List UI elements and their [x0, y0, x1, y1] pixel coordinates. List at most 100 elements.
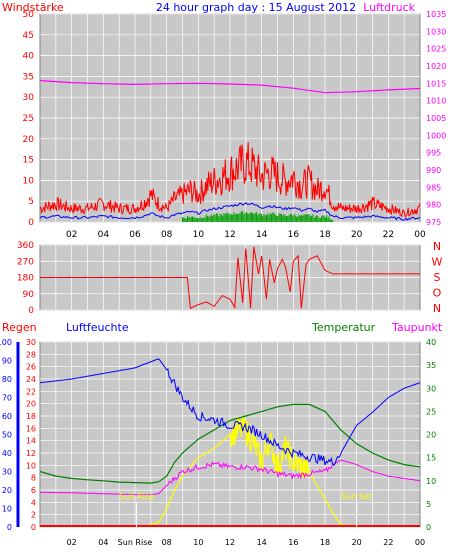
pressure-tick-label: 1030 — [426, 27, 446, 36]
x-tick-label: 08 — [161, 230, 173, 240]
wind-tick-label: 50 — [23, 10, 35, 20]
wind-direction-line — [40, 246, 420, 309]
pressure-tick-label: 1025 — [426, 45, 446, 54]
rain-tick-label: 0 — [31, 523, 36, 532]
x-tick-label: 14 — [256, 230, 268, 240]
wind-average-line — [39, 202, 421, 221]
x-tick-label: 22 — [383, 230, 394, 240]
direction-tick-label: 180 — [17, 274, 34, 284]
humidity-tick-label: 0 — [7, 523, 12, 532]
direction-compass-label: O — [433, 287, 442, 300]
wind-tick-label: 30 — [23, 93, 35, 103]
dewpoint-axis-title: Taupunkt — [391, 321, 443, 334]
humidity-tick-label: 30 — [2, 468, 12, 477]
x-tick-label: 10 — [193, 230, 205, 240]
temperature-tick-label: 40 — [426, 338, 436, 347]
temperature-tick-label: 15 — [426, 454, 436, 463]
rain-tick-label: 8 — [31, 474, 36, 483]
temperature-tick-label: 20 — [426, 431, 436, 440]
x-tick-label: 12 — [224, 230, 235, 240]
pressure-tick-label: 995 — [426, 149, 441, 158]
humidity-tick-label: 50 — [2, 431, 12, 440]
humidity-tick-label: 100 — [0, 338, 12, 347]
wind-tick-label: 40 — [23, 52, 35, 62]
direction-tick-label: 360 — [17, 241, 34, 251]
humidity-tick-label: 20 — [2, 486, 12, 495]
rain-tick-label: 2 — [31, 511, 36, 520]
humidity-tick-label: 90 — [2, 357, 12, 366]
rain-tick-label: 6 — [31, 486, 36, 495]
humidity-tick-label: 80 — [2, 375, 12, 384]
temperature-line — [39, 403, 421, 484]
rain-tick-label: 20 — [26, 400, 36, 409]
direction-tick-label: 0 — [28, 306, 34, 316]
direction-compass-label: N — [433, 302, 441, 315]
sunset-label: Sun Set — [341, 492, 372, 501]
pressure-tick-label: 1010 — [426, 97, 446, 106]
x-tick-label: 12 — [225, 538, 235, 547]
x-tick-label: Sun Rise — [118, 538, 153, 547]
pressure-tick-label: 975 — [426, 218, 441, 227]
wind-axis-title: Windstärke — [2, 1, 64, 14]
rain-tick-label: 16 — [26, 424, 36, 433]
x-tick-label: 14 — [257, 538, 267, 547]
pressure-tick-label: 990 — [426, 166, 441, 175]
x-tick-label: 18 — [320, 538, 330, 547]
rain-tick-label: 12 — [26, 449, 36, 458]
x-tick-label: 16 — [288, 538, 298, 547]
humidity-tick-label: 10 — [2, 505, 12, 514]
pressure-tick-label: 1015 — [426, 79, 446, 88]
pressure-tick-label: 1020 — [426, 62, 446, 71]
chart-title: 24 hour graph day : 15 August 2012 — [156, 1, 356, 14]
rain-axis-title: Regen — [2, 321, 37, 334]
dewpoint-line — [40, 459, 421, 496]
x-tick-label: 02 — [67, 538, 77, 547]
wind-tick-label: 45 — [23, 31, 34, 41]
x-tick-label: 16 — [288, 230, 300, 240]
rain-tick-label: 26 — [26, 363, 36, 372]
rain-tick-label: 14 — [26, 437, 36, 446]
x-tick-label: 10 — [193, 538, 203, 547]
x-tick-label: 06 — [129, 230, 141, 240]
direction-tick-label: 90 — [23, 290, 35, 300]
wind-tick-label: 10 — [23, 176, 35, 186]
pressure-axis-title: Luftdruck — [363, 1, 415, 14]
temperature-tick-label: 10 — [426, 477, 436, 486]
pressure-tick-label: 985 — [426, 183, 441, 192]
x-tick-label: 00 — [414, 230, 426, 240]
wind-tick-label: 0 — [28, 218, 34, 228]
temperature-tick-label: 35 — [426, 361, 436, 370]
wind-tick-label: 20 — [23, 135, 35, 145]
x-tick-label: 02 — [66, 230, 77, 240]
temperature-axis-title: Temperatur — [311, 321, 376, 334]
rain-tick-label: 30 — [26, 338, 36, 347]
x-tick-label: 00 — [415, 538, 425, 547]
temperature-tick-label: 5 — [426, 500, 431, 509]
rain-tick-label: 28 — [26, 350, 36, 359]
rain-tick-label: 10 — [26, 461, 36, 470]
pressure-line — [39, 80, 421, 94]
humidity-line — [39, 358, 421, 466]
solar-line — [142, 416, 357, 528]
x-tick-label: 18 — [319, 230, 331, 240]
x-tick-label: 20 — [352, 538, 362, 547]
humidity-tick-label: 60 — [2, 412, 12, 421]
rain-tick-label: 4 — [31, 498, 36, 507]
temperature-tick-label: 30 — [426, 384, 436, 393]
temperature-tick-label: 0 — [426, 523, 431, 532]
wind-tick-label: 5 — [28, 197, 34, 207]
x-tick-label: 08 — [162, 538, 172, 547]
temperature-tick-label: 25 — [426, 407, 436, 416]
sunrise-label: Sun Rise — [119, 492, 154, 501]
humidity-tick-label: 40 — [2, 449, 12, 458]
x-tick-label: 20 — [351, 230, 363, 240]
x-tick-label: 22 — [383, 538, 393, 547]
humidity-axis-title: Luftfeuchte — [66, 321, 129, 334]
x-tick-label: 04 — [98, 538, 108, 547]
rain-tick-label: 22 — [26, 387, 36, 396]
direction-tick-label: 270 — [17, 257, 34, 267]
rain-tick-label: 24 — [26, 375, 36, 384]
wind-tick-label: 25 — [23, 114, 34, 124]
pressure-tick-label: 1000 — [426, 131, 446, 140]
wind-tick-label: 15 — [23, 156, 34, 166]
